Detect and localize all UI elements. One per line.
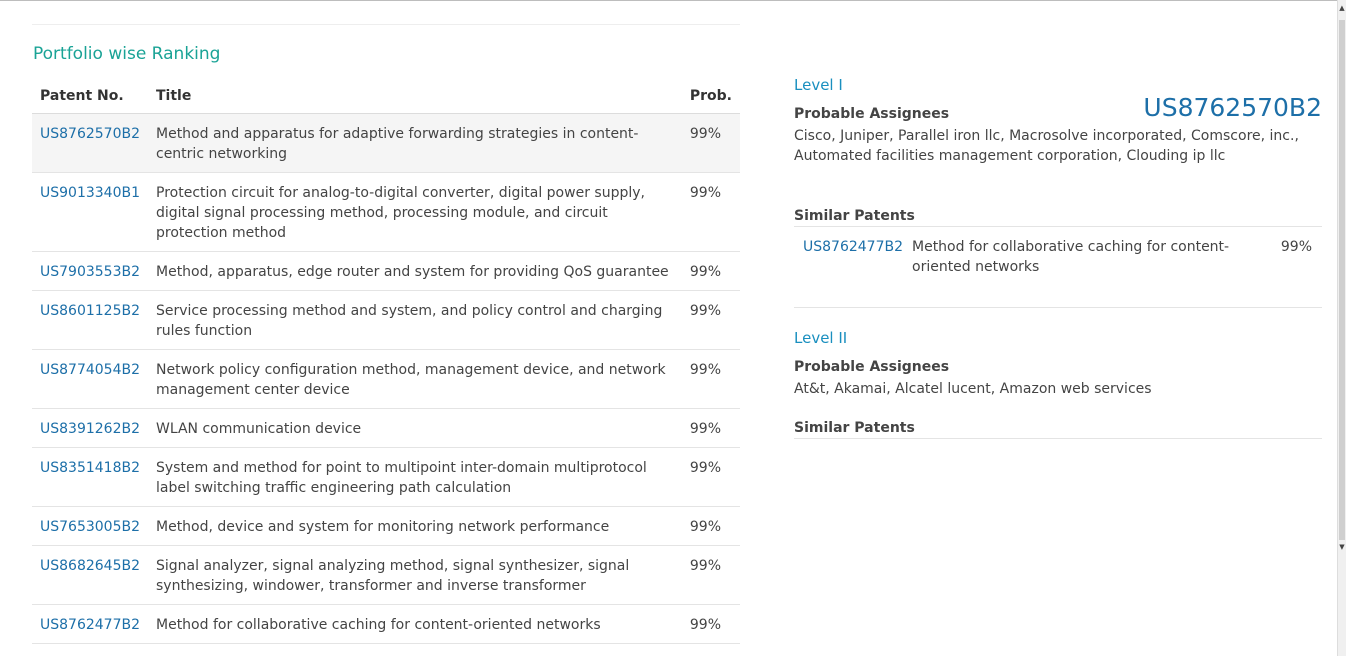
level-1-title: Level I [794, 76, 843, 94]
patent-prob: 99% [681, 113, 740, 173]
table-row[interactable]: US8774054B2 Network policy configuration… [32, 349, 740, 409]
patent-prob: 99% [681, 447, 740, 507]
column-header-prob: Prob. [681, 79, 740, 114]
portfolio-ranking-table: Patent No. Title Prob. US8762570B2 Metho… [32, 79, 740, 644]
patent-link[interactable]: US8391262B2 [40, 421, 140, 437]
patent-title: System and method for point to multipoin… [148, 447, 682, 507]
patent-title: Service processing method and system, an… [148, 290, 682, 350]
table-row[interactable]: US8762570B2 Method and apparatus for ada… [32, 113, 740, 173]
patent-title: Protection circuit for analog-to-digital… [148, 172, 682, 252]
divider [794, 226, 1322, 227]
section-divider [32, 24, 740, 25]
scroll-up-arrow-icon[interactable]: ▲ [1339, 4, 1345, 12]
patent-link[interactable]: US8682645B2 [40, 558, 140, 574]
patent-prob: 99% [681, 545, 740, 605]
table-row[interactable]: US7653005B2 Method, device and system fo… [32, 506, 740, 546]
column-header-title: Title [148, 79, 682, 114]
scroll-down-arrow-icon[interactable]: ▼ [1339, 543, 1345, 551]
level-1-assignees-label: Probable Assignees [794, 106, 950, 122]
patent-title: WLAN communication device [148, 408, 682, 448]
patent-title: Method and apparatus for adaptive forwar… [148, 113, 682, 173]
level-2-assignees-label: Probable Assignees [794, 359, 950, 375]
portfolio-ranking-title: Portfolio wise Ranking [33, 44, 221, 64]
level-1-similar-label: Similar Patents [794, 208, 915, 224]
table-row[interactable]: US8601125B2 Service processing method an… [32, 290, 740, 350]
vertical-scrollbar[interactable]: ▲ ▼ [1337, 0, 1346, 656]
patent-link[interactable]: US8774054B2 [40, 362, 140, 378]
window-top-border [0, 0, 1338, 1]
patent-title: Network policy configuration method, man… [148, 349, 682, 409]
selected-patent-id: US8762570B2 [1143, 93, 1322, 122]
patent-link[interactable]: US9013340B1 [40, 185, 140, 201]
level-2-similar-label: Similar Patents [794, 420, 915, 436]
patent-title: Signal analyzer, signal analyzing method… [148, 545, 682, 605]
level-2-title: Level II [794, 329, 848, 347]
patent-link[interactable]: US8762477B2 [40, 617, 140, 633]
patent-prob: 99% [681, 290, 740, 350]
similar-patent-link[interactable]: US8762477B2 [803, 239, 903, 255]
table-row[interactable]: US7903553B2 Method, apparatus, edge rout… [32, 251, 740, 291]
scrollbar-thumb[interactable] [1339, 20, 1345, 540]
patent-link[interactable]: US8601125B2 [40, 303, 140, 319]
patent-prob: 99% [681, 506, 740, 546]
table-row[interactable]: US8351418B2 System and method for point … [32, 447, 740, 507]
patent-prob: 99% [681, 172, 740, 252]
table-row[interactable]: US8391262B2 WLAN communication device 99… [32, 408, 740, 448]
patent-title: Method for collaborative caching for con… [148, 604, 682, 644]
divider [794, 438, 1322, 439]
patent-link[interactable]: US7653005B2 [40, 519, 140, 535]
patent-prob: 99% [681, 349, 740, 409]
table-header-row: Patent No. Title Prob. [32, 79, 740, 114]
patent-link[interactable]: US8351418B2 [40, 460, 140, 476]
patent-prob: 99% [681, 251, 740, 291]
similar-patent-prob: 99% [1280, 239, 1312, 255]
patent-link[interactable]: US7903553B2 [40, 264, 140, 280]
patent-title: Method, apparatus, edge router and syste… [148, 251, 682, 291]
table-row[interactable]: US9013340B1 Protection circuit for analo… [32, 172, 740, 252]
level-1-assignees: Cisco, Juniper, Parallel iron llc, Macro… [794, 128, 1299, 164]
table-row[interactable]: US8682645B2 Signal analyzer, signal anal… [32, 545, 740, 605]
patent-prob: 99% [681, 604, 740, 644]
level-divider [794, 307, 1322, 308]
column-header-patent-no: Patent No. [32, 79, 148, 114]
patent-prob: 99% [681, 408, 740, 448]
patent-link[interactable]: US8762570B2 [40, 126, 140, 142]
level-2-assignees: At&t, Akamai, Alcatel lucent, Amazon web… [794, 381, 1152, 397]
patent-title: Method, device and system for monitoring… [148, 506, 682, 546]
similar-patent-title: Method for collaborative caching for con… [912, 239, 1230, 275]
table-row[interactable]: US8762477B2 Method for collaborative cac… [32, 604, 740, 644]
